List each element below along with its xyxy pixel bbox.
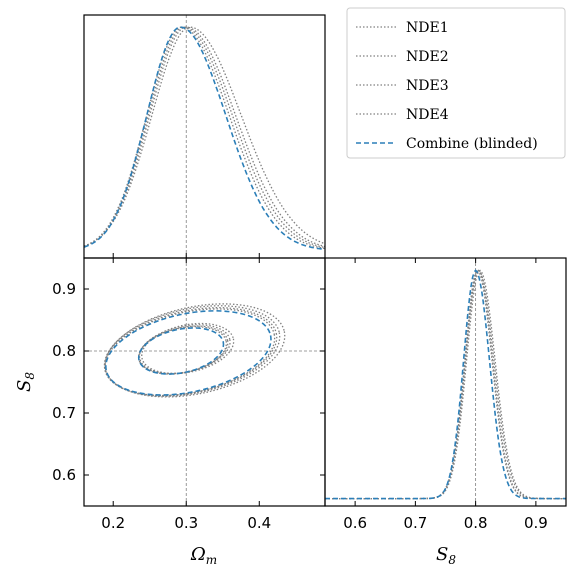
marginal-curve-combine-blinded- xyxy=(83,26,326,251)
y-tick-label: 0.8 xyxy=(52,342,76,360)
legend-label: NDE1 xyxy=(406,20,449,36)
y-tick-label: 0.6 xyxy=(52,466,76,484)
x-axis-label-omega-m: Ωm xyxy=(190,544,217,567)
marginal-curve-nde1 xyxy=(325,269,566,500)
y-axis-label-s8: S8 xyxy=(14,372,37,392)
x-axis-label-s8: S8 xyxy=(436,544,456,567)
contour-68pct-nde3 xyxy=(141,322,235,375)
omega-m-ticks: 0.2 0.3 0.4 xyxy=(101,258,271,532)
s8-x-ticks: 0.6 0.7 0.8 0.9 xyxy=(343,258,548,532)
legend-label: NDE3 xyxy=(406,78,449,94)
x-tick-label: 0.7 xyxy=(403,514,427,532)
panel-frame xyxy=(83,14,326,259)
panel-frame xyxy=(83,257,326,507)
marginal-curve-nde4 xyxy=(325,269,566,500)
x-tick-label: 0.6 xyxy=(343,514,367,532)
s8-ticks: 0.6 0.7 0.8 0.9 xyxy=(52,280,325,484)
marginal-curve-nde1 xyxy=(83,26,326,250)
y-tick-label: 0.7 xyxy=(52,404,76,422)
legend: NDE1 NDE2 NDE3 NDE4 Combine (blinded) xyxy=(346,7,566,159)
legend-box xyxy=(346,7,566,159)
marginal-curve-combine-blinded- xyxy=(325,269,566,500)
joint-contours xyxy=(103,303,286,398)
marginal-curve-nde3 xyxy=(83,26,326,247)
omega-m-marginal-curves xyxy=(83,26,326,258)
marginal-curve-nde2 xyxy=(83,26,326,248)
contour-95pct-nde2 xyxy=(103,305,281,397)
s8-marginal-curves xyxy=(325,269,566,500)
legend-label: NDE2 xyxy=(406,49,449,65)
x-tick-label: 0.9 xyxy=(524,514,548,532)
x-tick-label: 0.4 xyxy=(247,514,271,532)
contour-95pct-nde1 xyxy=(104,308,276,397)
contour-95pct-nde4 xyxy=(103,306,278,397)
marginal-curve-nde3 xyxy=(325,269,566,500)
x-tick-label: 0.3 xyxy=(174,514,198,532)
contour-68pct-nde2 xyxy=(138,324,231,375)
marginal-curve-nde4 xyxy=(83,26,326,249)
legend-label: NDE4 xyxy=(406,107,449,123)
panel-joint-2d: 0.2 0.3 0.4 0.6 0.7 0.8 0.9 xyxy=(52,257,326,532)
y-tick-label: 0.9 xyxy=(52,280,76,298)
legend-label: Combine (blinded) xyxy=(406,136,538,152)
panel-s8-marginal: 0.6 0.7 0.8 0.9 xyxy=(324,257,567,532)
panel-omega-m-marginal xyxy=(83,14,326,259)
marginal-curve-nde2 xyxy=(325,269,566,500)
x-tick-label: 0.8 xyxy=(464,514,488,532)
x-tick-label: 0.2 xyxy=(101,514,125,532)
panel-frame xyxy=(324,257,567,507)
contour-68pct-combine-blinded- xyxy=(137,327,225,375)
